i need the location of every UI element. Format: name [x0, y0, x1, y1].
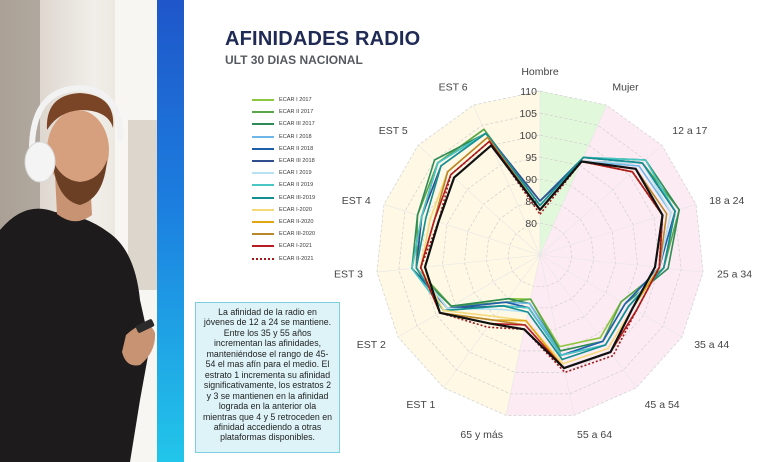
category-label: 18 a 24: [709, 195, 744, 207]
legend-label: ECAR III-2020: [279, 231, 316, 238]
category-label: EST 6: [439, 81, 468, 93]
legend-label: ECAR III 2018: [279, 158, 315, 165]
legend-swatch: [252, 220, 274, 223]
legend-item: ECAR I-2021: [252, 240, 362, 252]
grid-spoke: [539, 105, 607, 256]
legend-item: ECAR I 2019: [252, 167, 362, 179]
legend-label: ECAR I 2018: [279, 133, 312, 140]
series-line: [419, 140, 664, 374]
tick-label: 90: [525, 174, 537, 186]
series-line: [423, 144, 664, 370]
legend-label: ECAR III-2019: [279, 194, 316, 201]
grid-spoke: [417, 145, 541, 256]
legend-swatch: [252, 208, 274, 211]
legend-swatch: [252, 135, 274, 138]
legend-label: ECAR II-2021: [279, 255, 314, 262]
legend-label: ECAR I-2020: [279, 206, 312, 213]
page-title: AFINIDADES RADIO: [225, 28, 421, 50]
legend-item: ECAR II 2017: [252, 106, 362, 118]
legend-item: ECAR I 2017: [252, 94, 362, 106]
grid-spoke: [539, 254, 575, 416]
legend-label: ECAR II 2017: [279, 109, 314, 116]
category-label: EST 3: [334, 269, 363, 281]
legend-swatch: [252, 160, 274, 163]
photo-illustration: [0, 0, 157, 462]
legend-swatch: [252, 184, 274, 187]
grid-spoke: [376, 254, 541, 273]
legend-label: ECAR II 2019: [279, 182, 314, 189]
tick-label: 95: [525, 152, 537, 164]
legend-swatch: [252, 111, 274, 114]
category-label: 12 a 17: [672, 125, 707, 137]
category-label: EST 4: [342, 195, 371, 207]
grid-ring: [376, 90, 704, 416]
category-label: EST 5: [379, 125, 408, 137]
legend-item: ECAR III-2019: [252, 192, 362, 204]
tick-label: 100: [519, 130, 537, 142]
chart-legend: ECAR I 2017 ECAR II 2017 ECAR III 2017 ECAR…: [252, 94, 362, 265]
category-label: Hombre: [521, 66, 559, 78]
legend-swatch: [252, 196, 274, 199]
grid-spoke: [383, 204, 541, 256]
grid-spoke: [443, 254, 541, 388]
legend-item: ECAR II-2021: [252, 252, 362, 264]
legend-item: ECAR II 2019: [252, 179, 362, 191]
legend-label: ECAR I-2021: [279, 243, 312, 250]
legend-swatch: [252, 245, 274, 248]
legend-label: ECAR I 2019: [279, 170, 312, 177]
legend-item: ECAR I-2020: [252, 204, 362, 216]
legend-label: ECAR III 2017: [279, 121, 315, 128]
tick-label: 105: [519, 108, 537, 120]
legend-item: ECAR III 2017: [252, 118, 362, 130]
legend-swatch: [252, 147, 274, 150]
legend-item: ECAR III-2020: [252, 228, 362, 240]
grid-spoke: [505, 254, 541, 416]
legend-item: ECAR I 2018: [252, 131, 362, 143]
category-label: EST 2: [357, 339, 386, 351]
legend-item: ECAR II 2018: [252, 143, 362, 155]
legend-item: ECAR III 2018: [252, 155, 362, 167]
grid-ring: [485, 200, 595, 309]
legend-swatch: [252, 123, 274, 126]
tick-label: 110: [520, 86, 537, 98]
legend-item: ECAR II-2020: [252, 216, 362, 228]
series-line: [411, 132, 676, 357]
man-with-headphones-photo: [0, 0, 157, 462]
category-label: 25 a 34: [717, 269, 752, 281]
category-label: 45 a 54: [645, 399, 680, 411]
page-subtitle: ULT 30 DIAS NACIONAL: [225, 53, 363, 67]
grid-spoke: [539, 254, 637, 388]
accent-bar: [157, 0, 184, 462]
category-label: EST 1: [406, 399, 435, 411]
legend-label: ECAR II-2020: [279, 218, 314, 225]
legend-label: ECAR II 2018: [279, 145, 314, 152]
category-label: 65 y más: [460, 429, 503, 441]
category-label: 55 a 64: [577, 429, 612, 441]
legend-swatch: [252, 172, 274, 175]
grid-ring: [442, 156, 638, 352]
grid-ring: [507, 222, 573, 287]
legend-label: ECAR I 2017: [279, 97, 312, 104]
segment-background: [376, 91, 540, 416]
legend-swatch: [252, 257, 274, 260]
category-label: 35 a 44: [694, 339, 729, 351]
grid-spoke: [539, 254, 683, 338]
grid-spoke: [397, 254, 541, 338]
legend-swatch: [252, 99, 274, 102]
grid-spoke: [539, 254, 704, 273]
category-label: Mujer: [612, 81, 639, 93]
tick-label: 80: [525, 218, 537, 230]
insight-note: La afinidad de la radio en jóvenes de 12…: [195, 302, 340, 453]
legend-swatch: [252, 233, 274, 236]
series-line: [415, 132, 676, 361]
grid-spoke: [539, 204, 697, 256]
